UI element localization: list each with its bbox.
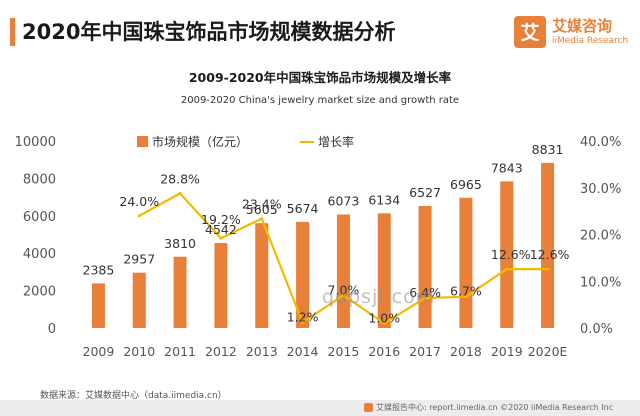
title-accent-bar xyxy=(10,18,15,46)
chart-subtitle: 2009-2020 China's jewelry market size an… xyxy=(181,95,459,106)
x-tick-label: 2011 xyxy=(164,344,196,359)
x-tick-label: 2009 xyxy=(83,344,115,359)
bar-value-label: 6965 xyxy=(450,177,482,192)
y-left-tick-label: 10000 xyxy=(15,135,56,150)
logo-mark-text: 艾 xyxy=(520,22,539,44)
bar-2015 xyxy=(336,214,350,328)
growth-point-2017 xyxy=(423,296,427,300)
bar-value-label: 3810 xyxy=(164,236,196,251)
bar-2009 xyxy=(91,283,105,328)
growth-value-label: 23.4% xyxy=(242,197,282,212)
bar-value-label: 8831 xyxy=(532,142,564,157)
y-right-tick-label: 40.0% xyxy=(580,135,621,150)
x-tick-label: 2010 xyxy=(123,344,155,359)
legend-bar-swatch xyxy=(137,136,148,147)
watermark: qdpsji.com xyxy=(322,286,436,308)
bar-2017 xyxy=(418,205,432,328)
y-left-tick-label: 4000 xyxy=(23,247,56,262)
footer-text: 艾媒报告中心: report.iimedia.cn ©2020 iiMedia … xyxy=(376,403,614,412)
y-left-tick-label: 6000 xyxy=(23,210,56,225)
bar-2011 xyxy=(173,256,187,328)
growth-point-2011 xyxy=(178,191,182,195)
growth-value-label: 1.2% xyxy=(287,309,319,324)
legend-bar-label: 市场规模（亿元） xyxy=(152,134,248,149)
bar-value-label: 6527 xyxy=(409,185,441,200)
bar-value-label: 7843 xyxy=(491,160,523,175)
growth-value-label: 12.6% xyxy=(491,247,531,262)
footer-bar: 艾媒报告中心: report.iimedia.cn ©2020 iiMedia … xyxy=(0,400,640,416)
x-tick-label: 2016 xyxy=(368,344,400,359)
legend-line-label: 增长率 xyxy=(318,134,354,149)
data-source: 数据来源：艾媒数据中心（data.iimedia.cn） xyxy=(40,391,227,401)
y-left-tick-label: 8000 xyxy=(23,172,56,187)
x-tick-label: 2019 xyxy=(491,344,523,359)
y-right-tick-label: 30.0% xyxy=(580,182,621,197)
growth-point-2015 xyxy=(341,293,345,297)
growth-point-2014 xyxy=(301,320,305,324)
logo-chinese-name: 艾媒咨询 xyxy=(552,17,613,35)
bar-value-label: 5674 xyxy=(287,201,319,216)
y-right-tick-label: 20.0% xyxy=(580,229,621,244)
bar-value-label: 5605 xyxy=(246,202,278,217)
bar-2012 xyxy=(214,243,228,328)
logo-english-name: iiMedia Research xyxy=(552,36,629,46)
y-right-tick-label: 10.0% xyxy=(580,275,621,290)
growth-point-2012 xyxy=(219,236,223,240)
bar-value-label: 4542 xyxy=(205,222,237,237)
growth-point-2010 xyxy=(137,214,141,218)
y-left-tick-label: 0 xyxy=(48,322,56,337)
page-title: 2020年中国珠宝饰品市场规模数据分析 xyxy=(22,20,396,44)
x-tick-label: 2020E xyxy=(528,344,568,359)
growth-point-2018 xyxy=(464,295,468,299)
growth-point-2013 xyxy=(260,217,264,221)
bar-2016 xyxy=(377,213,391,328)
y-right-tick-label: 0.0% xyxy=(580,322,613,337)
growth-value-label: 24.0% xyxy=(119,194,159,209)
bar-2018 xyxy=(459,197,473,328)
bar-2014 xyxy=(296,221,310,328)
bar-value-label: 2957 xyxy=(123,252,155,267)
x-tick-label: 2018 xyxy=(450,344,482,359)
bar-2019 xyxy=(500,181,514,328)
growth-value-label: 12.6% xyxy=(530,247,570,262)
bar-value-label: 2385 xyxy=(83,262,115,277)
growth-value-label: 19.2% xyxy=(201,212,241,227)
growth-value-label: 28.8% xyxy=(160,171,200,186)
growth-point-2019 xyxy=(505,267,509,271)
x-tick-label: 2014 xyxy=(287,344,319,359)
growth-value-label: 6.7% xyxy=(450,284,482,299)
growth-value-label: 7.0% xyxy=(328,282,360,297)
footer-logo-icon xyxy=(364,403,373,412)
growth-value-label: 6.4% xyxy=(409,285,441,300)
y-left-tick-label: 2000 xyxy=(23,285,56,300)
x-tick-label: 2013 xyxy=(246,344,278,359)
bar-2010 xyxy=(132,272,146,328)
chart-title: 2009-2020年中国珠宝饰品市场规模及增长率 xyxy=(189,70,452,85)
bar-2013 xyxy=(255,223,269,328)
x-tick-label: 2017 xyxy=(409,344,441,359)
bar-value-label: 6134 xyxy=(368,192,400,207)
growth-point-2016 xyxy=(382,321,386,325)
x-tick-label: 2012 xyxy=(205,344,237,359)
bar-value-label: 6073 xyxy=(328,193,360,208)
iimedia-logo-icon: 艾 xyxy=(514,16,546,48)
title-bar: 2020年中国珠宝饰品市场规模数据分析 艾 艾媒咨询 iiMedia Resea… xyxy=(0,14,640,50)
iimedia-logo: 艾 艾媒咨询 iiMedia Research xyxy=(514,14,634,54)
bar-2020E xyxy=(541,162,555,328)
growth-point-2020E xyxy=(546,267,550,271)
growth-value-label: 1.0% xyxy=(368,310,400,325)
x-tick-label: 2015 xyxy=(328,344,360,359)
